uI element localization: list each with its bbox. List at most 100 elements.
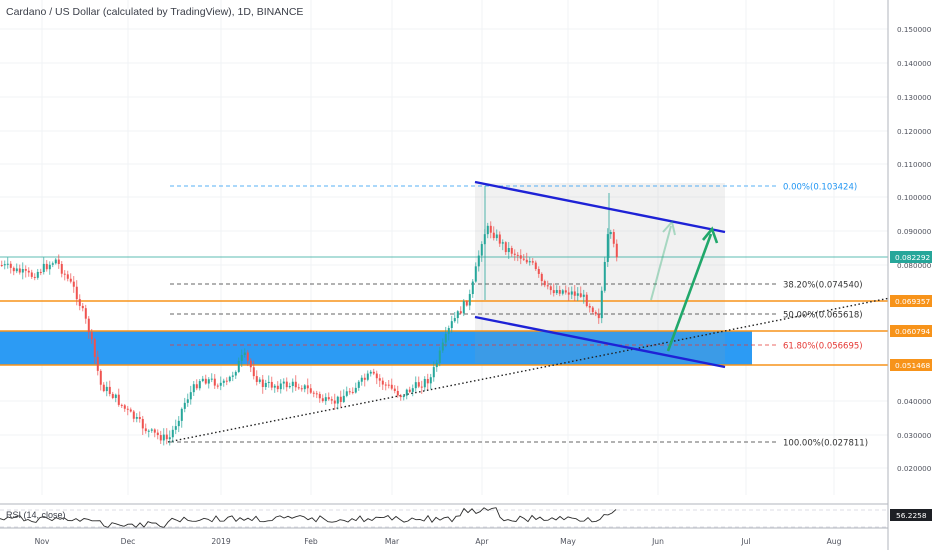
candle-body	[480, 244, 483, 256]
candle-body	[276, 385, 279, 390]
candle-body	[309, 388, 312, 393]
grid	[0, 0, 888, 495]
fib-label: 50.00%(0.065618)	[783, 311, 863, 321]
candle-body	[78, 299, 81, 306]
candle-body	[321, 398, 324, 402]
candle-body	[189, 392, 192, 400]
candle-body	[294, 381, 297, 388]
candle-body	[111, 393, 114, 398]
candle-body	[84, 308, 87, 319]
time-tick-label: Mar	[385, 537, 400, 546]
candle-body	[426, 378, 429, 384]
candle-body	[369, 371, 372, 374]
arrow-shaft-faded	[650, 225, 672, 301]
candle-body	[339, 396, 342, 402]
candle-body	[15, 268, 18, 272]
candle-body	[396, 390, 399, 396]
trendline	[167, 289, 931, 443]
candle-body	[444, 333, 447, 343]
candle-body	[174, 426, 177, 430]
candle-body	[600, 290, 603, 319]
candle-body	[3, 264, 6, 266]
descending-channel	[474, 180, 726, 369]
candle-body	[411, 388, 414, 392]
time-tick-label: Dec	[121, 537, 136, 546]
candle-body	[561, 290, 564, 294]
candle-body	[150, 429, 153, 431]
candle-body	[207, 379, 210, 384]
price-tick-label: 0.100000	[897, 193, 932, 202]
arrow-head	[701, 226, 719, 244]
channel-upper-line	[474, 180, 726, 234]
candle-body	[312, 392, 315, 394]
candle-body	[123, 405, 126, 409]
candle-body	[576, 293, 579, 296]
candle-body	[39, 271, 42, 273]
candle-body	[30, 272, 33, 277]
candle-body	[510, 248, 513, 254]
candle-body	[183, 402, 186, 409]
candle-body	[390, 384, 393, 389]
candle-body	[555, 290, 558, 294]
time-axis[interactable]: Nov Dec 2019 Feb Mar Apr May Jun Jul Aug	[0, 527, 888, 546]
candle-body	[528, 261, 531, 263]
candle-body	[468, 294, 471, 306]
price-badge	[890, 251, 932, 263]
candle-body	[567, 292, 570, 295]
candle-body	[447, 328, 450, 334]
price-tick-label: 0.040000	[897, 397, 932, 406]
candle-body	[612, 232, 615, 244]
candle-body	[66, 274, 69, 279]
fib-label: 0.00%(0.103424)	[783, 183, 857, 193]
candle-body	[492, 232, 495, 239]
candle-body	[402, 395, 405, 398]
candle-body	[243, 352, 246, 355]
candle-body	[489, 225, 492, 233]
candle-body	[54, 259, 57, 264]
rsi-badge	[890, 509, 932, 521]
time-tick-label: Jun	[651, 537, 664, 546]
candle-body	[69, 278, 72, 282]
candle-body	[378, 378, 381, 381]
fib-label: 38.20%(0.074540)	[783, 281, 863, 291]
candle-body	[63, 273, 66, 275]
candle-body	[570, 291, 573, 295]
candle-body	[516, 254, 519, 256]
candle-body	[126, 408, 129, 410]
horizontal-levels	[0, 256, 888, 366]
consolidation-box-rect	[475, 183, 725, 363]
candle-body	[318, 393, 321, 399]
consolidation-box	[475, 183, 725, 363]
candle-body	[456, 311, 459, 319]
candle-body	[408, 389, 411, 392]
price-axis[interactable]: 0.150000 0.140000 0.130000 0.120000 0.110000…	[887, 0, 932, 550]
rsi-line	[0, 507, 617, 528]
candle-body	[99, 370, 102, 385]
candle-body	[168, 437, 171, 440]
candle-body	[543, 281, 546, 286]
time-tick-label: Feb	[304, 537, 318, 546]
candle-body	[615, 243, 618, 258]
candle-body	[147, 430, 150, 432]
candle-body	[519, 255, 522, 259]
candle-body	[204, 378, 207, 384]
candle-body	[141, 418, 144, 429]
candle-body	[105, 386, 108, 392]
candle-body	[336, 396, 339, 404]
candle-body	[96, 356, 99, 371]
candle-body	[597, 314, 600, 319]
candle-body	[246, 352, 249, 361]
candle-body	[585, 294, 588, 307]
price-tick-label: 0.020000	[897, 464, 932, 473]
candle-body	[138, 417, 141, 419]
candle-body	[375, 373, 378, 379]
candle-body	[60, 264, 63, 274]
candle-body	[252, 367, 255, 377]
candle-body	[12, 267, 15, 272]
candle-body	[75, 286, 78, 300]
candle-body	[297, 387, 300, 389]
candle-body	[531, 261, 534, 263]
candlestick-series	[0, 186, 618, 446]
candle-body	[420, 386, 423, 388]
